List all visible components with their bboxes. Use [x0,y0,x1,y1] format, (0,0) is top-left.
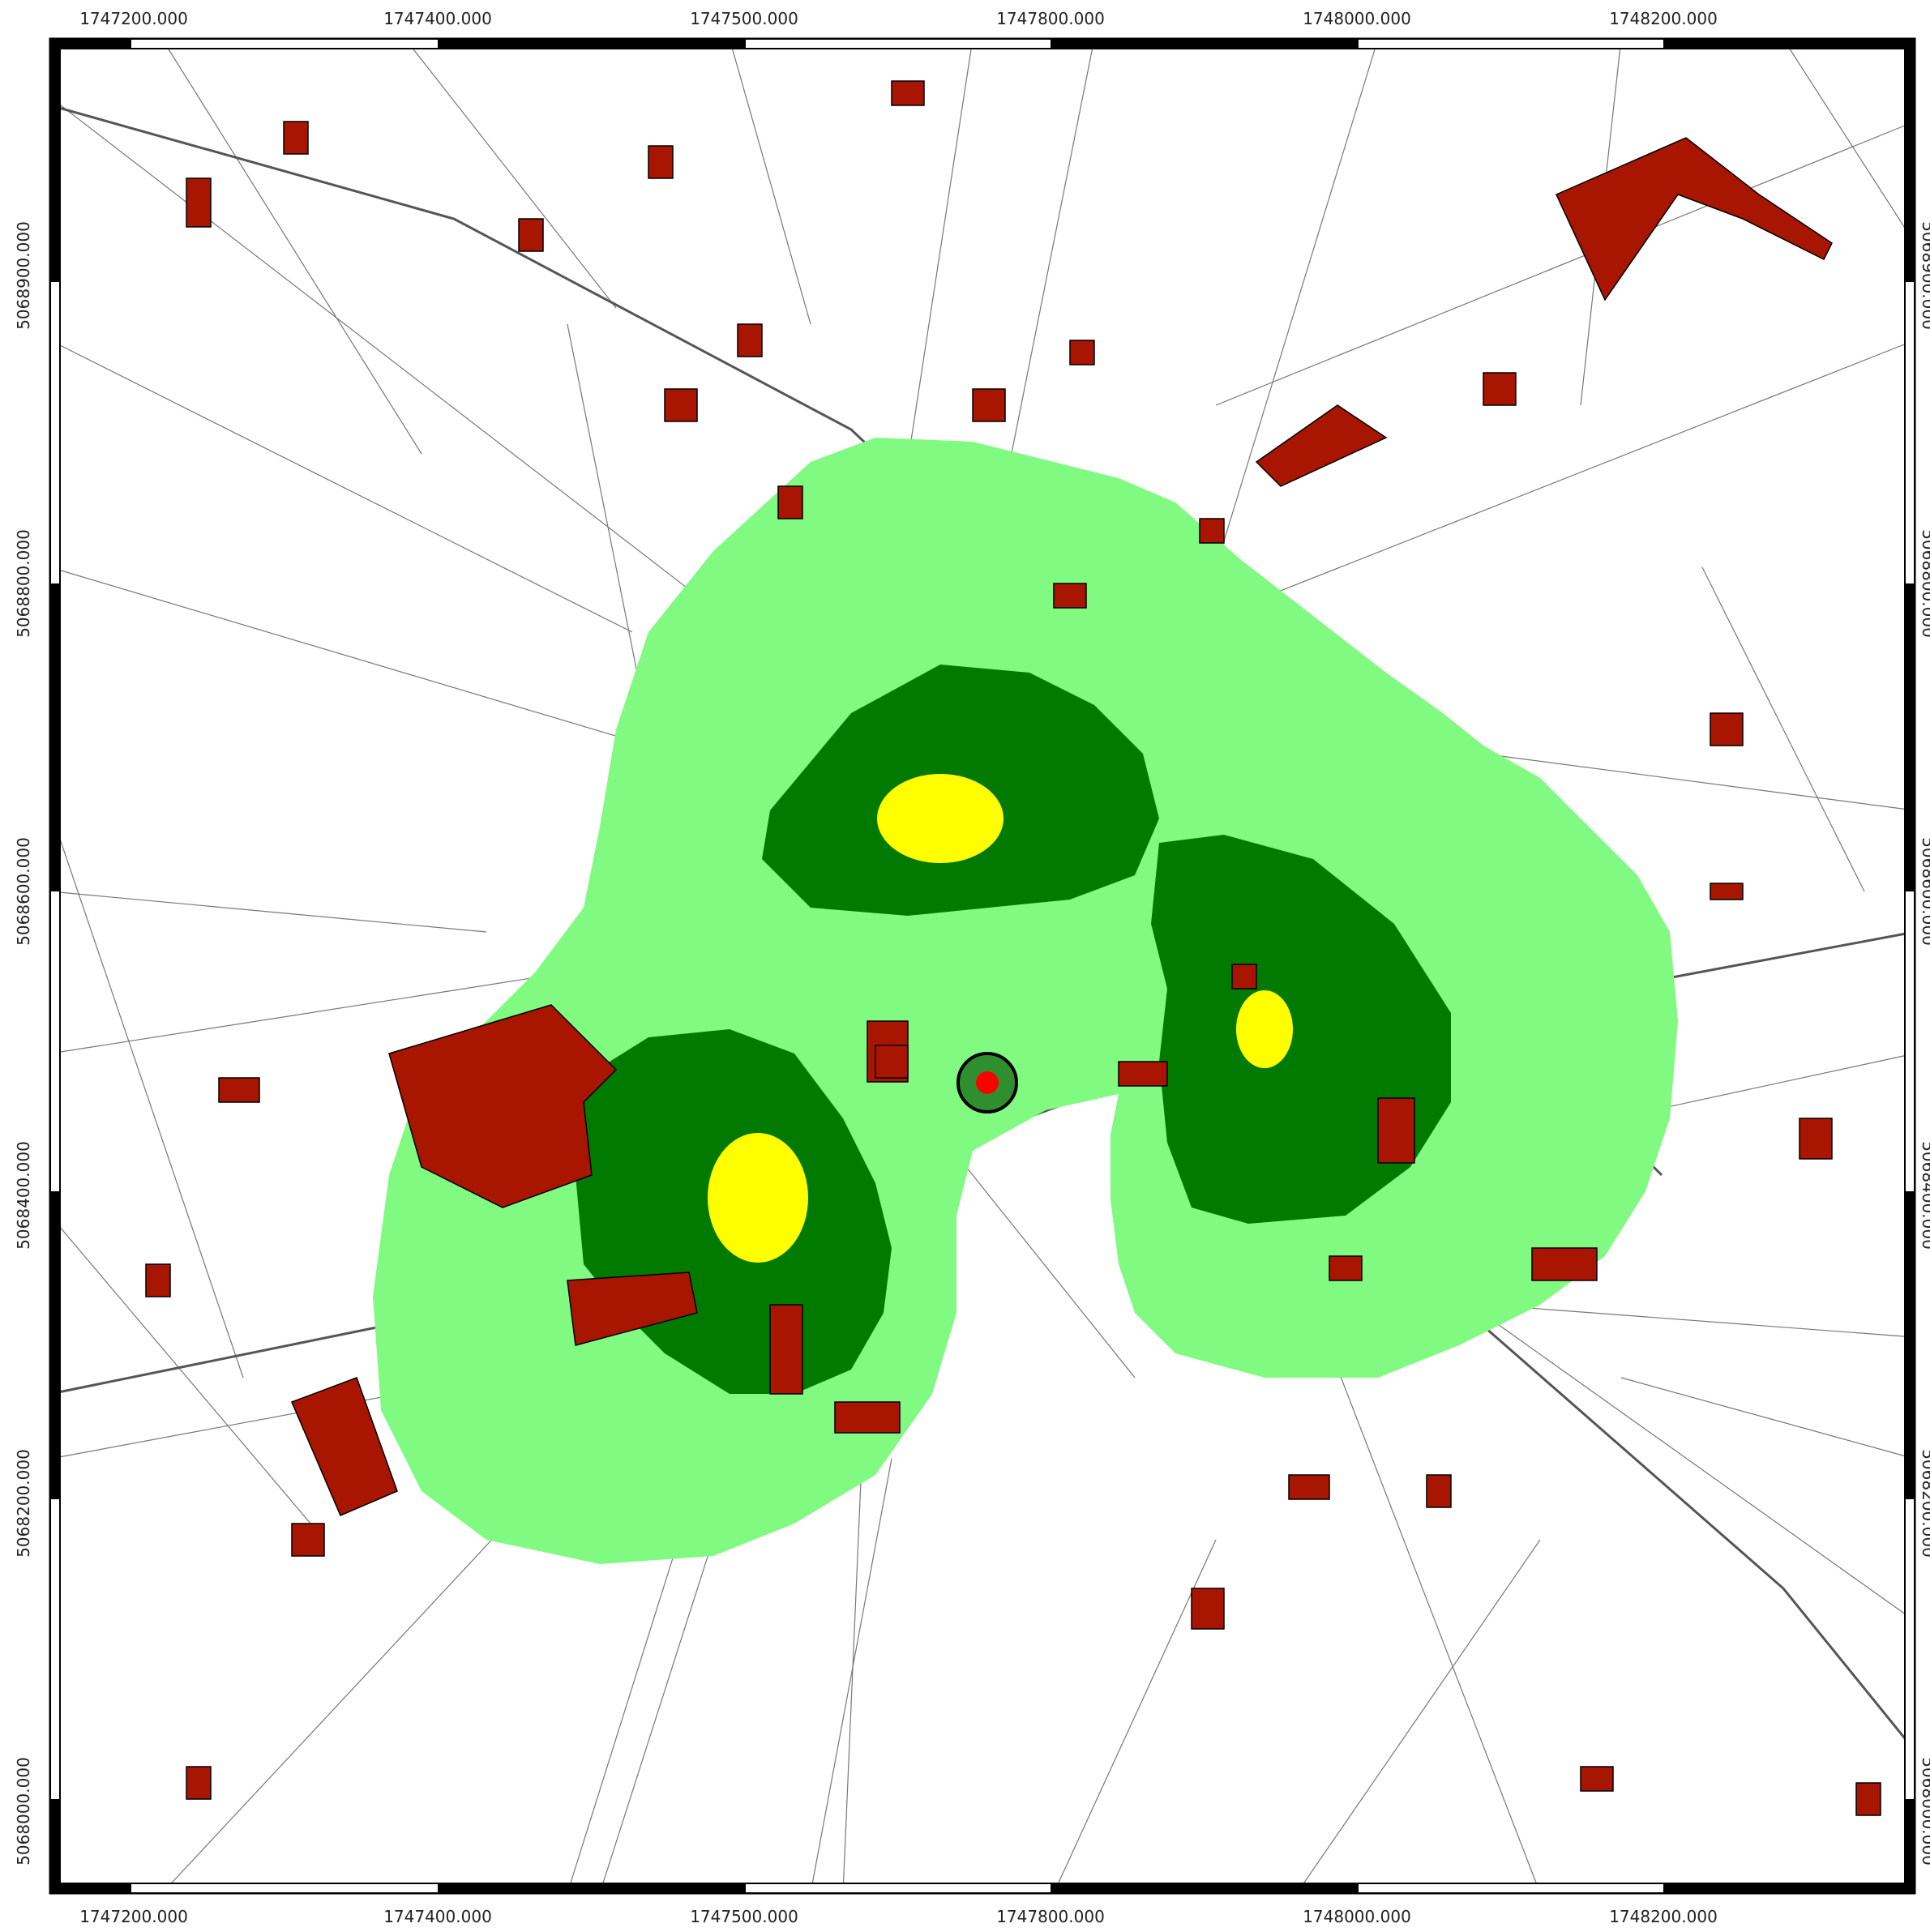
x-label-top: 1747200.000 [79,9,188,28]
y-label-right: 5068000.000 [1919,1757,1930,1866]
y-axis-left-labels: 5068900.000 5068800.000 5068600.000 5068… [14,221,33,1866]
x-label-top: 1747800.000 [996,9,1105,28]
x-label-bottom: 1747400.000 [383,1907,492,1926]
buildings [145,80,1881,1816]
x-label-bottom: 1747800.000 [996,1907,1105,1926]
y-label-right: 5068400.000 [1919,1141,1930,1250]
x-label-top: 1748200.000 [1609,9,1718,28]
y-label-left: 5068600.000 [14,837,33,946]
x-axis-bottom-labels: 1747200.000 1747400.000 1747500.000 1747… [79,1907,1718,1926]
source-point[interactable] [956,1052,1018,1113]
x-label-bottom: 1748200.000 [1609,1907,1718,1926]
source-point-center [976,1071,999,1094]
y-label-left: 5068900.000 [14,221,33,330]
x-label-top: 1747500.000 [690,9,798,28]
y-label-left: 5068000.000 [14,1757,33,1866]
y-label-right: 5068900.000 [1919,221,1930,330]
y-axis-right-labels: 5068900.000 5068800.000 5068600.000 5068… [1919,221,1930,1866]
y-label-left: 5068800.000 [14,529,33,638]
y-label-right: 5068200.000 [1919,1449,1930,1558]
x-label-bottom: 1747500.000 [690,1907,798,1926]
y-label-left: 5068200.000 [14,1449,33,1558]
y-label-left: 5068400.000 [14,1141,33,1250]
y-label-right: 5068800.000 [1919,529,1930,638]
x-label-bottom: 1747200.000 [79,1907,188,1926]
x-label-top: 1748000.000 [1303,9,1411,28]
x-axis-top-labels: 1747200.000 1747400.000 1747500.000 1747… [79,9,1718,28]
map-frame [49,37,1916,1895]
x-label-top: 1747400.000 [383,9,492,28]
x-label-bottom: 1748000.000 [1303,1907,1411,1926]
noise-zone-core [708,774,1293,1263]
y-label-right: 5068600.000 [1919,837,1930,946]
